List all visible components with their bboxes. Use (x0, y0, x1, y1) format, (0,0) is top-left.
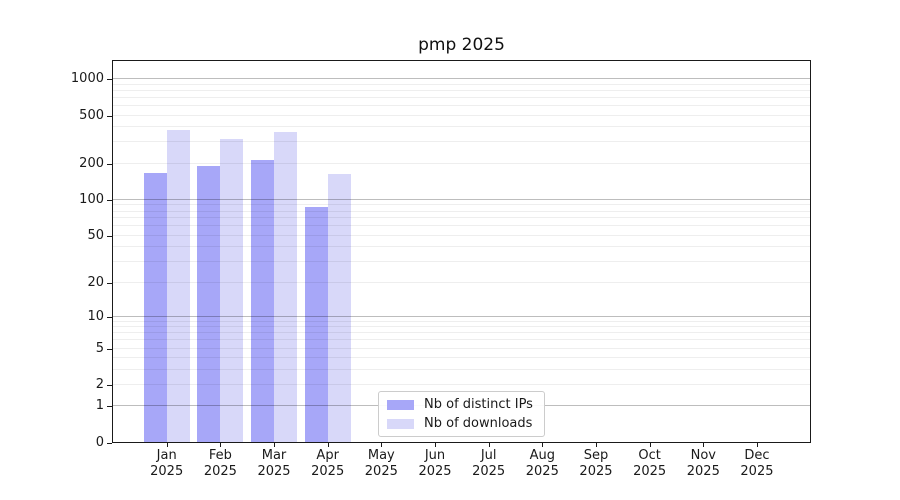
bar-feb-downloads (220, 139, 244, 442)
legend-item: Nb of distinct IPs (387, 397, 536, 412)
bar-jan-distinct-ips (143, 173, 167, 442)
bars-layer (113, 61, 810, 442)
x-tick-mark-may (381, 443, 383, 447)
legend-swatch-distinct-ips (387, 399, 414, 410)
x-tick-label-jan: Jan 2025 (150, 448, 184, 479)
y-tick-label-2: 2 (95, 377, 104, 393)
x-tick-label-dec: Dec 2025 (740, 448, 774, 479)
legend-label-distinct-ips: Nb of distinct IPs (424, 397, 533, 412)
y-tick-mark-2 (107, 385, 112, 387)
y-tick-label-20: 20 (87, 274, 104, 290)
bar-feb-distinct-ips (197, 166, 221, 442)
x-tick-mark-oct (649, 443, 651, 447)
y-tick-label-1: 1 (95, 398, 104, 414)
y-tick-mark-1 (107, 406, 112, 408)
bar-mar-distinct-ips (251, 160, 275, 442)
x-tick-label-nov: Nov 2025 (686, 448, 720, 479)
y-tick-label-50: 50 (87, 227, 104, 243)
x-tick-label-oct: Oct 2025 (633, 448, 667, 479)
legend-label-downloads: Nb of downloads (424, 416, 533, 431)
x-tick-mark-jan (166, 443, 168, 447)
x-tick-label-sep: Sep 2025 (579, 448, 613, 479)
y-tick-mark-20 (107, 282, 112, 284)
x-tick-mark-aug (542, 443, 544, 447)
y-tick-mark-5 (107, 348, 112, 350)
plot-area (112, 60, 811, 443)
x-tick-label-aug: Aug 2025 (525, 448, 559, 479)
bar-mar-downloads (274, 132, 298, 442)
legend: Nb of distinct IPs Nb of downloads (378, 391, 545, 437)
y-tick-label-1000: 1000 (70, 71, 104, 87)
x-tick-label-jul: Jul 2025 (472, 448, 506, 479)
x-tick-label-jun: Jun 2025 (418, 448, 452, 479)
y-tick-label-500: 500 (79, 107, 104, 123)
chart-title: pmp 2025 (418, 35, 505, 55)
y-tick-mark-500 (107, 115, 112, 117)
x-tick-mark-jun (435, 443, 436, 447)
x-tick-mark-dec (756, 443, 758, 447)
bar-apr-distinct-ips (304, 207, 328, 442)
x-tick-mark-nov (703, 443, 705, 447)
bar-apr-downloads (327, 174, 351, 442)
y-tick-mark-100 (107, 199, 112, 201)
y-tick-label-100: 100 (79, 191, 104, 207)
bar-jan-downloads (166, 129, 190, 442)
y-tick-label-10: 10 (87, 308, 104, 324)
y-tick-label-200: 200 (79, 155, 104, 171)
y-tick-mark-50 (107, 235, 112, 237)
legend-swatch-downloads (387, 418, 414, 429)
x-tick-mark-feb (220, 443, 222, 447)
x-tick-mark-sep (595, 443, 597, 447)
y-tick-mark-200 (107, 163, 112, 165)
x-tick-label-may: May 2025 (364, 448, 398, 479)
y-tick-mark-1000 (107, 79, 112, 81)
x-tick-label-apr: Apr 2025 (311, 448, 345, 479)
x-tick-mark-apr (327, 443, 329, 447)
y-tick-label-0: 0 (95, 435, 104, 450)
x-tick-label-feb: Feb 2025 (203, 448, 237, 479)
x-tick-mark-jul (488, 443, 490, 447)
x-tick-mark-mar (274, 443, 276, 447)
y-tick-mark-10 (107, 316, 112, 318)
y-tick-label-5: 5 (95, 340, 104, 356)
x-tick-label-mar: Mar 2025 (257, 448, 291, 479)
legend-item: Nb of downloads (387, 416, 536, 431)
y-tick-mark-0 (107, 443, 112, 444)
